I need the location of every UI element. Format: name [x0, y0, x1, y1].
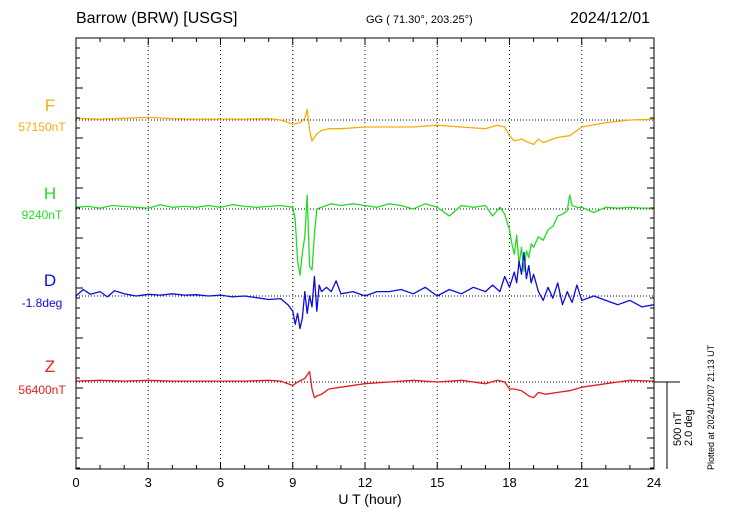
- x-tick-label: 21: [574, 475, 589, 490]
- series-line-h: [75, 194, 654, 276]
- x-tick-label: 9: [289, 475, 297, 490]
- plot-date: 2024/12/01: [570, 10, 651, 27]
- series-traces: [75, 108, 655, 399]
- baseline-value-h: 9240nT: [21, 208, 63, 222]
- legend-letter-d: D: [43, 271, 57, 290]
- series-line-d: [75, 251, 655, 330]
- station-title: Barrow (BRW) [USGS]: [76, 10, 238, 27]
- plotted-timestamp: Plotted at 2024/12/07 21:13 UT: [706, 344, 716, 470]
- x-tick-label: 18: [502, 475, 517, 490]
- chart-grid: [147, 38, 583, 469]
- x-tick-label: 6: [216, 475, 225, 490]
- baseline-value-d: -1.8deg: [21, 296, 63, 310]
- legend-letter-z: Z: [44, 357, 56, 376]
- station-coordinates: GG ( 71.30°, 203.25°): [366, 14, 473, 26]
- series-line-z: [75, 370, 655, 399]
- x-tick-label: 3: [144, 475, 152, 490]
- x-axis-label: U T (hour): [338, 491, 402, 507]
- legend-letter-f: F: [44, 96, 56, 115]
- series-line-f: [75, 108, 655, 146]
- x-tick-label: 12: [357, 475, 373, 490]
- scale-bar: [654, 381, 680, 469]
- baseline-value-z: 56400nT: [18, 383, 66, 397]
- x-tick-label: 0: [72, 475, 80, 490]
- baseline-value-f: 57150nT: [18, 120, 66, 134]
- x-tick-label: 24: [646, 475, 662, 490]
- x-tick-label: 15: [430, 475, 445, 490]
- legend-letter-h: H: [43, 184, 57, 203]
- axis-ticks: [75, 38, 655, 469]
- scale-deg-label: 2.0 deg: [683, 409, 695, 446]
